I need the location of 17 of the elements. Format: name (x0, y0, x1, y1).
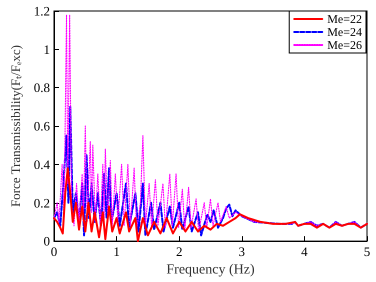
y-tick-label: 0.4 (34, 156, 50, 172)
x-tick-label: 5 (364, 244, 370, 260)
y-tick-label: 1 (44, 42, 50, 57)
y-tick-label: 0.2 (34, 195, 50, 210)
y-tick-label: 1.2 (34, 4, 50, 18)
legend-label: Me=22 (327, 12, 362, 26)
x-tick-label: 3 (238, 244, 246, 260)
x-tick-label: 4 (301, 244, 308, 260)
y-tick-label: 0.8 (34, 80, 50, 96)
legend-label: Me=26 (327, 38, 362, 52)
y-tick-label: 0 (44, 234, 50, 249)
y-axis-title: Force Transmissibility(Fₜ/Fₑxc) (8, 45, 23, 208)
x-tick-label: 1 (113, 244, 120, 260)
x-tick-label: 2 (176, 244, 182, 260)
legend-label: Me=24 (327, 25, 362, 39)
x-axis-title: Frequency (Hz) (166, 262, 255, 278)
y-tick-label: 0.6 (34, 118, 50, 134)
